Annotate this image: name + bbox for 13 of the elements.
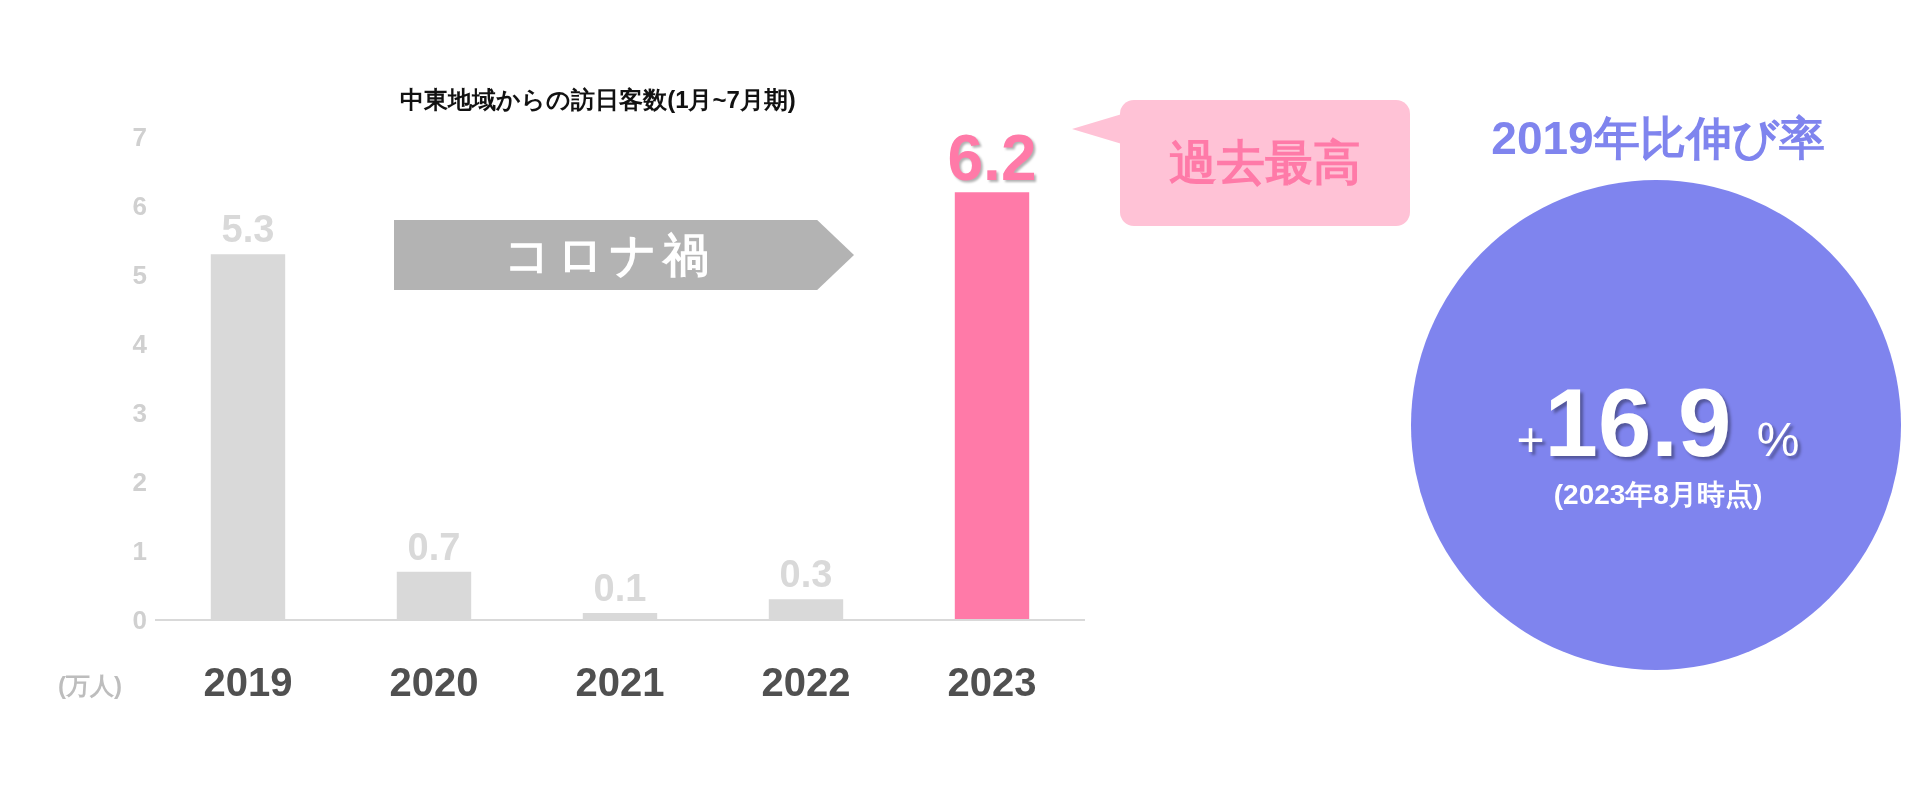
- text: +16.9 %: [1516, 369, 1800, 476]
- text: 2019年比伸び率: [1490, 111, 1826, 166]
- bar: [954, 192, 1030, 620]
- annotation: コロナ禍: [502, 228, 716, 283]
- x-tick-label: 2022: [761, 660, 851, 705]
- x-tick-label: 2020: [389, 660, 479, 705]
- y-axis-title: (万人): [58, 671, 122, 701]
- x-tick-label: 2019: [203, 660, 293, 705]
- text: (2023年8月時点): [1552, 478, 1764, 512]
- x-tick-label: 2023: [947, 660, 1037, 705]
- x-tick-label: 2021: [575, 660, 665, 705]
- data-label: 6.2: [947, 122, 1037, 195]
- chart-title: 中東地域からの訪日客数(1月~7月期): [399, 85, 797, 115]
